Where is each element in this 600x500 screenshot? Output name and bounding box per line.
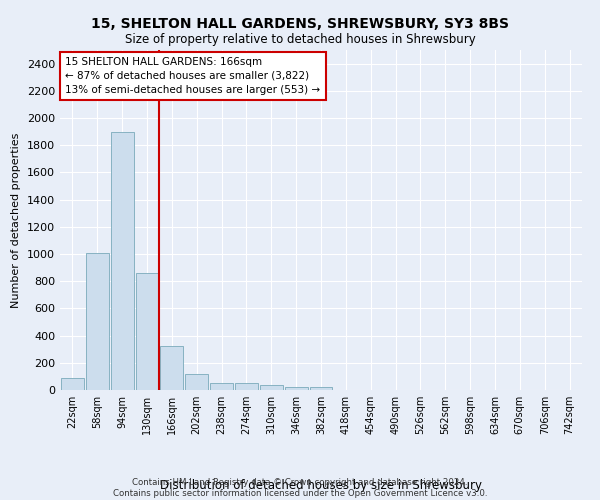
Text: Contains HM Land Registry data © Crown copyright and database right 2024.
Contai: Contains HM Land Registry data © Crown c… — [113, 478, 487, 498]
Bar — [210, 382, 233, 390]
Bar — [285, 388, 308, 390]
Bar — [185, 374, 208, 390]
X-axis label: Distribution of detached houses by size in Shrewsbury: Distribution of detached houses by size … — [160, 478, 482, 492]
Bar — [260, 385, 283, 390]
Text: Size of property relative to detached houses in Shrewsbury: Size of property relative to detached ho… — [125, 32, 475, 46]
Bar — [160, 346, 183, 390]
Bar — [111, 132, 134, 390]
Bar — [235, 383, 258, 390]
Bar — [136, 273, 158, 390]
Bar — [310, 388, 332, 390]
Bar — [86, 252, 109, 390]
Text: 15, SHELTON HALL GARDENS, SHREWSBURY, SY3 8BS: 15, SHELTON HALL GARDENS, SHREWSBURY, SY… — [91, 18, 509, 32]
Y-axis label: Number of detached properties: Number of detached properties — [11, 132, 22, 308]
Bar — [61, 378, 84, 390]
Text: 15 SHELTON HALL GARDENS: 166sqm
← 87% of detached houses are smaller (3,822)
13%: 15 SHELTON HALL GARDENS: 166sqm ← 87% of… — [65, 57, 320, 95]
